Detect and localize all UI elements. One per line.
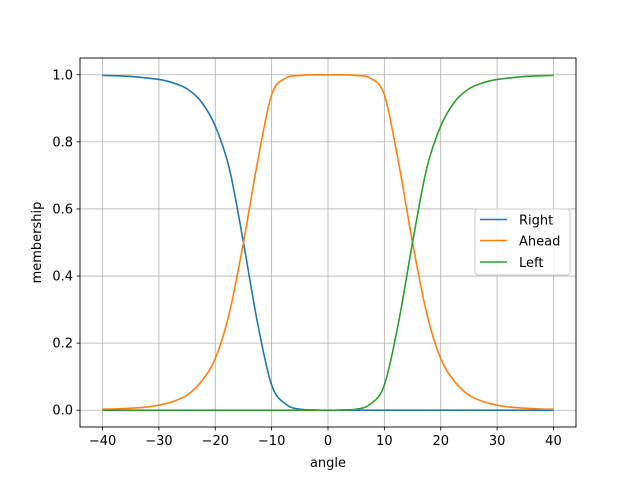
y-tick-label: 1.0 [52, 68, 73, 83]
legend: Right Ahead Left [474, 208, 571, 276]
y-tick-label: 0.6 [52, 202, 73, 217]
x-tick-label: 40 [545, 434, 562, 449]
y-axis-ticks: 0.0 0.2 0.4 0.6 0.8 1.0 [52, 68, 80, 419]
x-tick-label: −10 [258, 434, 285, 449]
x-tick-label: −20 [202, 434, 229, 449]
x-axis-ticks: −40 −30 −20 −10 0 10 20 30 40 [89, 427, 562, 449]
series-line-left [102, 74, 554, 412]
plot-area [102, 73, 554, 412]
x-axis-label: angle [310, 456, 346, 471]
legend-left-label: Left [519, 256, 543, 271]
legend-right-label: Right [519, 214, 553, 229]
y-axis-label: membership [30, 202, 45, 284]
legend-ahead-label: Ahead [519, 235, 560, 250]
x-tick-label: −40 [89, 434, 116, 449]
x-tick-label: 0 [324, 434, 332, 449]
x-tick-label: 20 [432, 434, 449, 449]
x-tick-label: −30 [145, 434, 172, 449]
y-tick-label: 0.0 [52, 404, 73, 419]
y-tick-label: 0.4 [52, 270, 73, 285]
y-tick-label: 0.2 [52, 337, 73, 352]
x-tick-label: 30 [489, 434, 506, 449]
legend-box [474, 208, 571, 276]
x-tick-label: 10 [376, 434, 393, 449]
y-tick-label: 0.8 [52, 135, 73, 150]
series-line-ahead [102, 73, 554, 411]
